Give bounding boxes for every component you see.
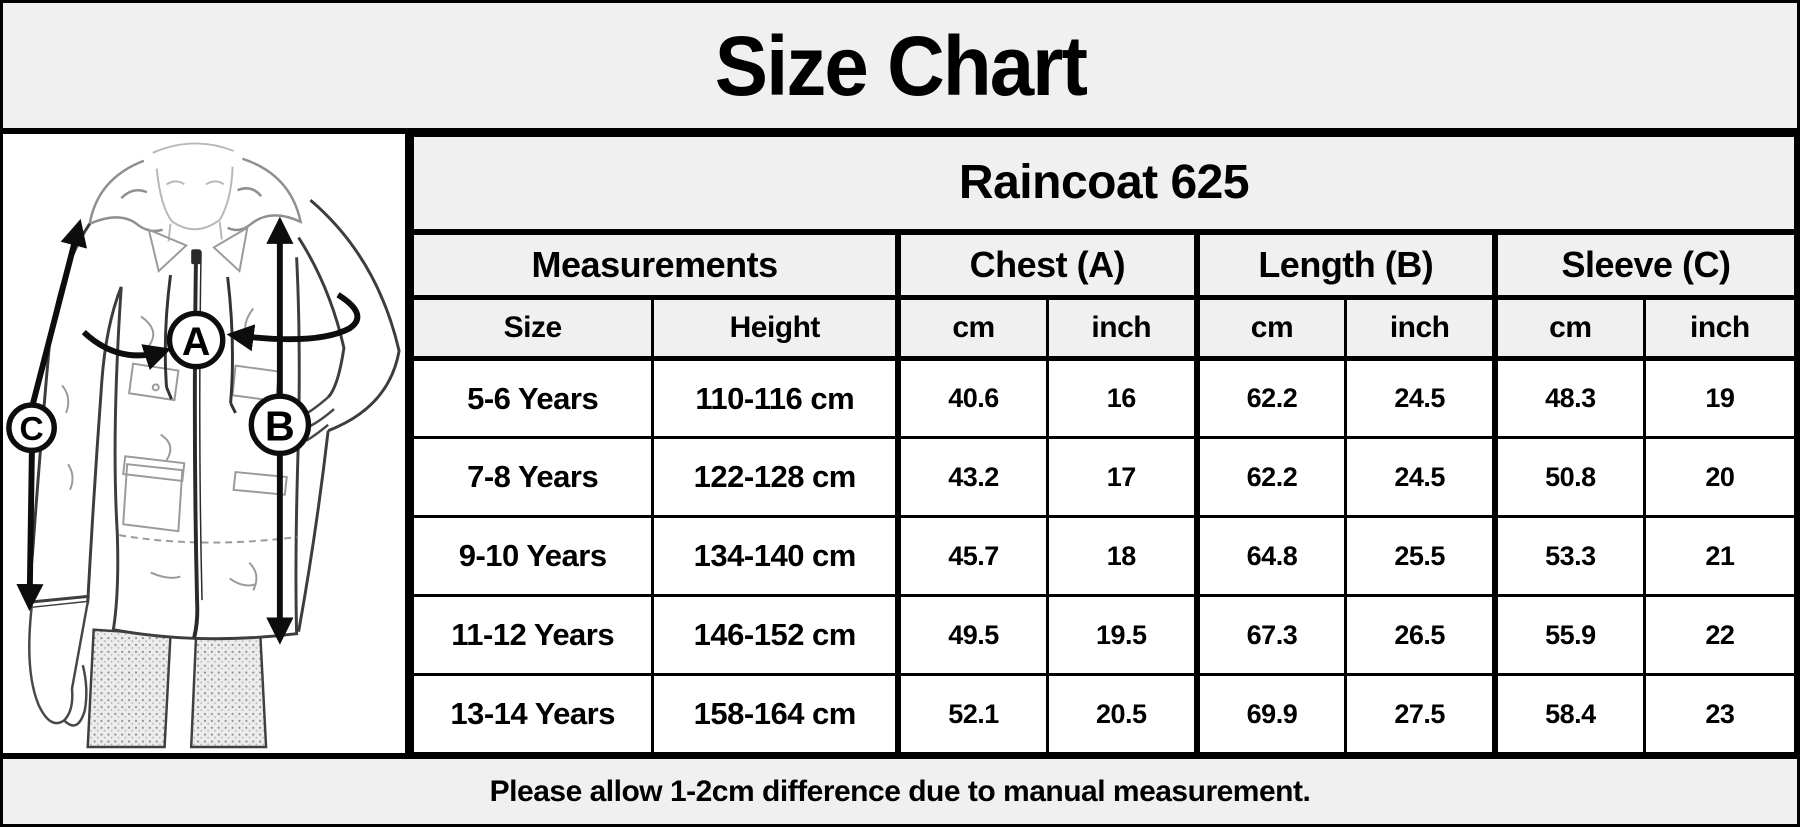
measurement-cell: 69.9 (1193, 673, 1348, 755)
size-table: Raincoat 625 Measurements Chest (A) Length… (410, 134, 1797, 755)
measurement-cell: 62.2 (1193, 357, 1348, 439)
measurement-cell: 20 (1642, 436, 1797, 518)
size-cell: 7-8 Years (410, 436, 655, 518)
measurement-cell: 43.2 (895, 436, 1049, 518)
size-cell: 13-14 Years (410, 673, 655, 755)
head-sketch (152, 142, 234, 242)
measurement-cell: 19.5 (1045, 594, 1199, 676)
height-cell: 146-152 cm (651, 594, 900, 676)
measurement-cell: 26.5 (1344, 594, 1497, 676)
measurement-cell: 49.5 (895, 594, 1049, 676)
group-header-chest: Chest (A) (895, 230, 1199, 300)
measurement-cell: 53.3 (1491, 515, 1646, 597)
measurement-cell: 18 (1045, 515, 1199, 597)
measurement-cell: 17 (1045, 436, 1199, 518)
size-table-area: Raincoat 625 Measurements Chest (A) Length… (410, 134, 1797, 755)
measurement-cell: 25.5 (1344, 515, 1497, 597)
measurement-cell: 27.5 (1344, 673, 1497, 755)
measurement-cell: 58.4 (1491, 673, 1646, 755)
column-header: cm (895, 296, 1049, 361)
left-hand-sketch (28, 601, 89, 727)
measurement-cell: 67.3 (1193, 594, 1348, 676)
table-row: 9-10 Years 134-140 cm 45.7 18 64.8 25.5 53.3 21 (410, 515, 1797, 597)
column-header: inch (1045, 296, 1199, 361)
product-header-row: Raincoat 625 (411, 134, 1797, 235)
label-circle-A: A (166, 310, 226, 370)
group-header-measurements: Measurements (411, 230, 900, 300)
size-cell: 9-10 Years (410, 515, 655, 597)
chest-arrow-right (226, 292, 361, 352)
group-header-length: Length (B) (1193, 230, 1497, 300)
measurement-cell: 40.6 (895, 357, 1049, 439)
chest-label: A (182, 320, 210, 364)
sleeve-label: C (19, 411, 43, 448)
measurement-cell: 21 (1642, 515, 1797, 597)
jacket-sketch (28, 199, 401, 641)
column-header: cm (1193, 296, 1348, 361)
size-cell: 5-6 Years (410, 357, 655, 439)
table-row: 11-12 Years 146-152 cm 49.5 19.5 67.3 26.5 55.… (410, 594, 1797, 676)
column-header: Size (410, 296, 655, 361)
height-cell: 122-128 cm (651, 436, 900, 518)
measurement-cell: 45.7 (895, 515, 1049, 597)
table-row: 5-6 Years 110-116 cm 40.6 16 62.2 24.5 48.3 19 (410, 357, 1797, 439)
column-header: inch (1344, 296, 1497, 361)
height-cell: 110-116 cm (651, 357, 900, 439)
measurement-cell: 24.5 (1344, 436, 1497, 518)
label-circle-C: C (6, 402, 57, 454)
height-cell: 158-164 cm (651, 673, 900, 755)
measurement-cell: 50.8 (1491, 436, 1646, 518)
column-header: cm (1491, 296, 1646, 361)
measurement-cell: 24.5 (1344, 357, 1497, 439)
measurement-cell: 64.8 (1193, 515, 1348, 597)
column-header-row: Size Height cm inch cm inch cm inch (410, 296, 1797, 361)
measurement-cell: 19 (1642, 357, 1797, 439)
column-header: inch (1642, 296, 1797, 361)
product-title: Raincoat 625 (411, 134, 1797, 235)
measurement-cell: 16 (1045, 357, 1199, 439)
length-label: B (265, 404, 295, 450)
footer-note: Please allow 1-2cm difference due to man… (3, 753, 1797, 824)
table-row: 7-8 Years 122-128 cm 43.2 17 62.2 24.5 50.8 20 (410, 436, 1797, 518)
raincoat-measurement-diagram: A B C (6, 142, 401, 749)
main-content: A B C (3, 134, 1797, 755)
page-title: Size Chart (714, 18, 1087, 113)
group-header-sleeve: Sleeve (C) (1492, 230, 1797, 300)
label-circle-B: B (248, 393, 312, 457)
measurement-cell: 52.1 (895, 673, 1049, 755)
measurement-cell: 48.3 (1491, 357, 1646, 439)
table-row: 13-14 Years 158-164 cm 52.1 20.5 69.9 27.5 58.… (410, 673, 1797, 755)
size-cell: 11-12 Years (410, 594, 655, 676)
group-header-row: Measurements Chest (A) Length (B) Sleeve (C… (411, 230, 1797, 300)
chest-arrow-left (81, 329, 172, 371)
measurement-figure-panel: A B C (3, 134, 411, 753)
legs-sketch (86, 628, 268, 749)
measurement-cell: 62.2 (1193, 436, 1348, 518)
size-table-body: 5-6 Years 110-116 cm 40.6 16 62.2 24.5 48.3 19 7… (410, 357, 1797, 755)
column-header: Height (651, 296, 900, 361)
measurement-cell: 22 (1642, 594, 1797, 676)
measurement-cell: 23 (1642, 673, 1797, 755)
title-banner: Size Chart (3, 3, 1797, 134)
hood-sketch (88, 157, 303, 233)
measurement-cell: 20.5 (1045, 673, 1199, 755)
measurement-cell: 55.9 (1491, 594, 1646, 676)
height-cell: 134-140 cm (651, 515, 900, 597)
